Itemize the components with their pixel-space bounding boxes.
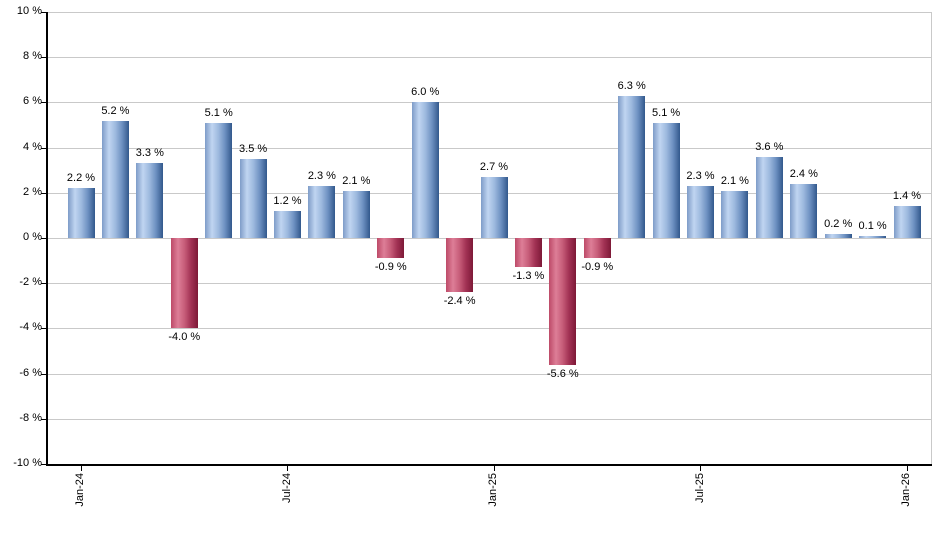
y-tick-label: -10 % — [13, 457, 42, 469]
y-tick-mark — [41, 238, 46, 239]
y-tick-mark — [41, 373, 46, 375]
y-tick-mark — [41, 147, 46, 149]
bar — [618, 95, 646, 238]
y-tick-mark — [41, 283, 46, 285]
y-tick-label: -2 % — [19, 276, 42, 289]
y-tick-label: -8 % — [19, 411, 42, 424]
bar-value-label: 3.5 % — [239, 142, 268, 155]
bar — [755, 156, 783, 238]
bar — [549, 238, 577, 365]
bar — [824, 233, 852, 238]
gridline — [48, 238, 931, 239]
bar-value-label: 3.3 % — [135, 147, 164, 160]
bar — [721, 190, 749, 238]
y-tick-mark — [41, 464, 46, 465]
bar-value-label: 1.2 % — [273, 194, 302, 207]
bar-value-label: -0.9 % — [374, 261, 407, 274]
bar-value-label: 2.3 % — [307, 170, 336, 182]
bar-value-label: 5.1 % — [204, 106, 233, 119]
bar — [514, 238, 542, 268]
gridline — [48, 283, 931, 285]
y-tick-label: 8 % — [23, 50, 42, 63]
bar — [274, 210, 301, 238]
bar — [101, 120, 129, 238]
gridline — [48, 102, 931, 104]
bar-value-label: 5.1 % — [652, 106, 681, 119]
bar-value-label: 2.3 % — [686, 170, 715, 182]
gridline — [48, 328, 931, 330]
x-tick-mark — [493, 466, 495, 471]
bar-value-label: -0.9 % — [581, 261, 614, 274]
bar — [308, 186, 336, 238]
y-tick-label: 10 % — [16, 5, 42, 17]
bar — [893, 206, 921, 238]
y-tick-label: 6 % — [23, 95, 42, 108]
y-tick-label: -4 % — [19, 321, 42, 334]
bar — [652, 122, 680, 238]
bar-value-label: 2.4 % — [789, 167, 818, 180]
bar-value-label: 2.1 % — [720, 174, 749, 187]
y-axis-line — [46, 12, 48, 466]
x-tick-mark — [80, 466, 82, 471]
gridline — [48, 373, 931, 375]
gridline — [48, 12, 931, 13]
bar — [377, 238, 405, 259]
gridline — [48, 418, 931, 420]
bar — [687, 186, 714, 238]
bar-value-label: 0.2 % — [824, 217, 853, 230]
y-tick-mark — [41, 328, 46, 330]
x-tick-label: Jan-25 — [487, 473, 499, 507]
bar — [239, 158, 267, 238]
y-tick-label: -6 % — [19, 366, 42, 379]
bar-value-label: 6.0 % — [411, 86, 440, 99]
bar — [67, 188, 95, 238]
x-axis-line — [46, 464, 932, 466]
y-tick-mark — [41, 192, 46, 194]
bar — [859, 235, 887, 238]
bar — [480, 177, 508, 238]
bar-value-label: -5.6 % — [546, 367, 579, 380]
bar — [342, 190, 370, 238]
bar — [411, 102, 439, 238]
bar-value-label: 2.2 % — [66, 172, 96, 185]
y-tick-mark — [41, 418, 46, 420]
bar-value-label: 0.1 % — [858, 219, 887, 232]
bar-value-label: 1.4 % — [892, 190, 922, 203]
gridline — [48, 147, 931, 149]
plot-right-border — [931, 12, 932, 464]
x-tick-mark — [906, 466, 908, 471]
bar — [205, 122, 233, 238]
bar-value-label: 2.7 % — [479, 161, 509, 173]
bar-value-label: -2.4 % — [443, 295, 476, 308]
x-tick-mark — [287, 466, 288, 471]
y-tick-label: 0 % — [23, 231, 42, 243]
y-tick-mark — [41, 102, 46, 104]
y-tick-label: 2 % — [23, 185, 42, 198]
bar — [790, 183, 818, 238]
bar-value-label: 2.1 % — [342, 174, 371, 187]
y-tick-label: 4 % — [23, 140, 42, 153]
x-tick-label: Jan-24 — [74, 473, 86, 507]
bar-value-label: 3.6 % — [755, 140, 784, 153]
x-tick-label: Jan-26 — [900, 473, 912, 507]
x-tick-label: Jul-24 — [280, 473, 293, 503]
bar-value-label: 6.3 % — [617, 79, 646, 92]
bar-value-label: -1.3 % — [512, 270, 545, 283]
bar — [170, 238, 198, 329]
x-tick-label: Jul-25 — [693, 473, 706, 503]
x-tick-mark — [700, 466, 701, 471]
bar — [583, 238, 611, 259]
y-tick-mark — [41, 12, 46, 13]
bar — [446, 238, 474, 293]
bar-value-label: -4.0 % — [168, 331, 201, 344]
gridline — [48, 57, 931, 59]
y-tick-mark — [41, 57, 46, 59]
bar-value-label: 5.2 % — [101, 104, 130, 117]
bar — [136, 163, 164, 238]
